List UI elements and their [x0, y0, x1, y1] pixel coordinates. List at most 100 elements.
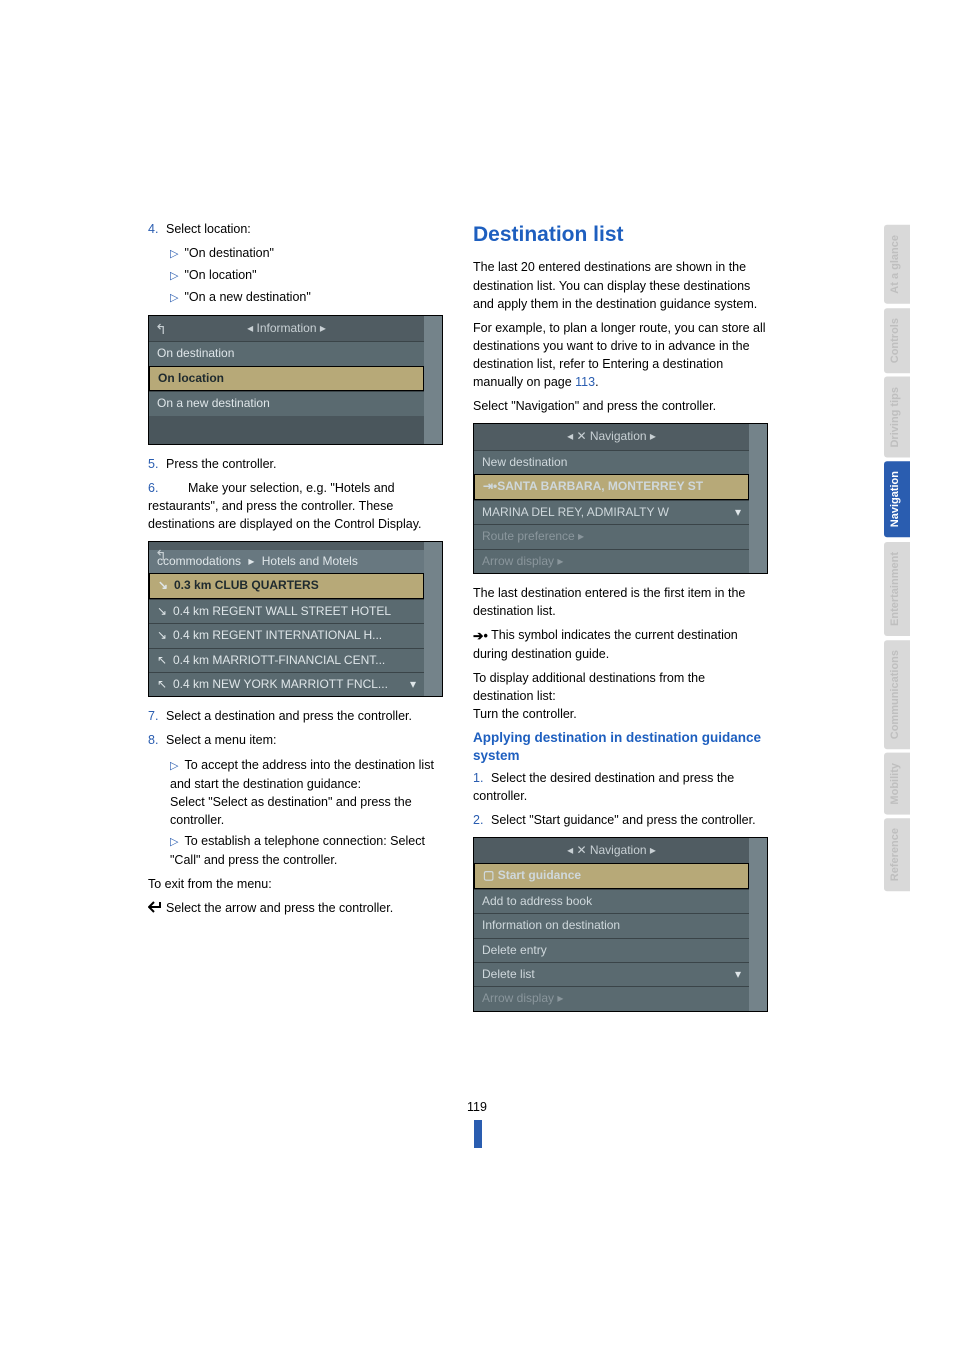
scroll-down-icon: ▾	[410, 676, 416, 693]
step-8: 8.Select a menu item:	[148, 731, 443, 749]
shot-row: MARINA DEL REY, ADMIRALTY W▾	[474, 500, 749, 524]
bullet-text: "On location"	[184, 268, 256, 282]
breadcrumb-row: ccommodations ▸ Hotels and Motels	[149, 550, 424, 573]
nav-icon: ✕	[576, 430, 586, 444]
step-text: Select a menu item:	[166, 733, 276, 747]
direction-icon: ↖	[157, 676, 169, 693]
screenshot-hotels-list: ↰ ccommodations ▸ Hotels and Motels ↘0.3…	[148, 541, 443, 697]
page: 4.Select location: ▷"On destination" ▷ "O…	[0, 0, 954, 1351]
shot-row-dim: Route preference ▸	[474, 524, 749, 548]
caret-right-icon: ▸	[647, 843, 656, 857]
triangle-icon: ▷	[170, 270, 178, 282]
bullet-item: ▷To accept the address into the destinat…	[170, 756, 443, 829]
step-number: 1.	[473, 769, 491, 787]
shot-title: Information	[256, 321, 316, 335]
scroll-down-icon: ▾	[735, 504, 741, 521]
direction-icon: ↘	[157, 627, 169, 644]
row-text: Start guidance	[498, 868, 581, 882]
shot-row-dim: Arrow display ▸	[474, 986, 749, 1010]
page-link[interactable]: 113	[575, 375, 595, 389]
shot-spacer	[149, 416, 424, 444]
direction-icon: ↘	[157, 603, 169, 620]
triangle-icon: ▷	[170, 760, 178, 772]
exit-text: Select the arrow and press the controlle…	[166, 901, 393, 915]
paragraph: For example, to plan a longer route, you…	[473, 319, 768, 392]
row-text: 0.4 km MARRIOTT-FINANCIAL CENT...	[173, 653, 385, 667]
content-columns: 4.Select location: ▷"On destination" ▷ "O…	[148, 220, 768, 1022]
tab-navigation[interactable]: Navigation	[884, 461, 910, 537]
shot-row: Delete list▾	[474, 962, 749, 986]
step-text: Press the controller.	[166, 457, 276, 471]
caret-right-icon: ▸	[647, 429, 656, 443]
shot-row-selected: ▢ Start guidance	[474, 863, 749, 888]
paragraph: To display additional destinations from …	[473, 669, 768, 705]
shot-right-strip	[749, 838, 767, 1011]
tab-communications[interactable]: Communications	[884, 640, 910, 749]
row-text: 0.4 km REGENT INTERNATIONAL H...	[173, 628, 382, 642]
screenshot-start-guidance: ◂ ✕ Navigation ▸ ▢ Start guidance Add to…	[473, 837, 768, 1012]
bullet-text: "On a new destination"	[184, 290, 310, 304]
row-text: 0.3 km CLUB QUARTERS	[174, 578, 319, 592]
shot-row: ↖0.4 km MARRIOTT-FINANCIAL CENT...	[149, 648, 424, 672]
row-text: 0.4 km NEW YORK MARRIOTT FNCL...	[173, 677, 388, 691]
paragraph: Turn the controller.	[473, 705, 768, 723]
subsection-title: Applying destination in destination guid…	[473, 729, 768, 764]
shot-row: On a new destination	[149, 391, 424, 415]
bullet-item: ▷"On destination"	[170, 244, 443, 263]
step-number: 4.	[148, 220, 166, 238]
back-arrow-icon: ↰	[155, 319, 167, 339]
caret-right-icon: ▸	[317, 321, 326, 335]
triangle-icon: ▷	[170, 248, 178, 260]
tab-reference[interactable]: Reference	[884, 818, 910, 891]
checkbox-icon: ▢	[483, 868, 494, 882]
step-4: 4.Select location:	[148, 220, 443, 238]
left-column: 4.Select location: ▷"On destination" ▷ "O…	[148, 220, 443, 1022]
exit-line-1: To exit from the menu:	[148, 875, 443, 893]
shot-right-strip	[424, 542, 442, 696]
tab-entertainment[interactable]: Entertainment	[884, 542, 910, 636]
step-text: Select "Start guidance" and press the co…	[491, 813, 756, 827]
step-text: Make your selection, e.g. "Hotels and re…	[148, 481, 422, 531]
triangle-icon: ▷	[170, 292, 178, 304]
shot-row: Information on destination	[474, 913, 749, 937]
shot-row: On destination	[149, 341, 424, 365]
tab-driving-tips[interactable]: Driving tips	[884, 377, 910, 458]
tab-controls[interactable]: Controls	[884, 308, 910, 373]
direction-icon: ↘	[158, 577, 170, 594]
shot-row-selected: On location	[149, 366, 424, 391]
shot-right-strip	[749, 424, 767, 572]
shot-title: Navigation	[590, 843, 647, 857]
bullet-continuation: Select "Select as destination" and press…	[170, 793, 443, 829]
bullet-item: ▷ "On a new destination"	[170, 288, 443, 307]
row-text: SANTA BARBARA, MONTERREY ST	[497, 479, 703, 493]
step-2: 2.Select "Start guidance" and press the …	[473, 811, 768, 829]
screenshot-information-menu: ↰ ◂ Information ▸ On destination On loca…	[148, 315, 443, 445]
exit-line-2: Select the arrow and press the controlle…	[148, 899, 443, 918]
step-text: Select a destination and press the contr…	[166, 709, 412, 723]
chevron-right-icon: ▸	[248, 554, 254, 568]
shot-right-strip	[424, 316, 442, 444]
step-text: Select the desired destination and press…	[473, 771, 734, 803]
shot-header: ◂ ✕ Navigation ▸	[474, 424, 749, 450]
step-text: Select location:	[166, 222, 251, 236]
tab-at-a-glance[interactable]: At a glance	[884, 225, 910, 304]
shot-row-dim: Arrow display ▸	[474, 549, 749, 573]
step-number: 5.	[148, 455, 166, 473]
shot-row: ↘ 0.4 km REGENT INTERNATIONAL H...	[149, 623, 424, 647]
shot-header: ↰ ◂ Information ▸	[149, 316, 424, 341]
step-number: 8.	[148, 731, 166, 749]
paragraph: The last destination entered is the firs…	[473, 584, 768, 620]
shot-title: Navigation	[590, 429, 647, 443]
step-number: 6.	[148, 479, 166, 497]
shot-row: Add to address book	[474, 889, 749, 913]
section-title: Destination list	[473, 220, 768, 250]
scroll-down-icon: ▾	[735, 966, 741, 983]
crumb-left: ccommodations	[157, 554, 241, 568]
bullet-item: ▷ "On location"	[170, 266, 443, 285]
step-7: 7.Select a destination and press the con…	[148, 707, 443, 725]
shot-row: New destination	[474, 450, 749, 474]
tab-mobility[interactable]: Mobility	[884, 753, 910, 815]
current-dest-icon: ⇥•	[483, 479, 497, 493]
shot-row: ↘0.4 km REGENT WALL STREET HOTEL	[149, 599, 424, 623]
triangle-icon: ▷	[170, 836, 178, 848]
